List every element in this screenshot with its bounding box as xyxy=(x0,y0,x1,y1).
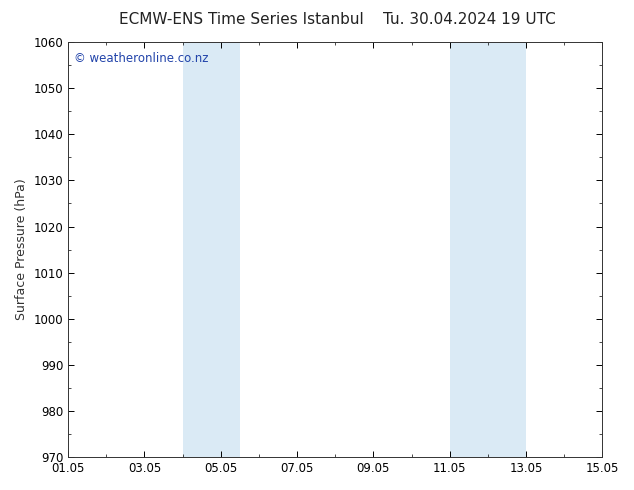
Bar xyxy=(450,42,526,457)
Y-axis label: Surface Pressure (hPa): Surface Pressure (hPa) xyxy=(15,179,28,320)
Text: ECMW-ENS Time Series Istanbul: ECMW-ENS Time Series Istanbul xyxy=(119,12,363,27)
Text: © weatheronline.co.nz: © weatheronline.co.nz xyxy=(74,52,208,66)
Text: Tu. 30.04.2024 19 UTC: Tu. 30.04.2024 19 UTC xyxy=(383,12,555,27)
Bar xyxy=(183,42,240,457)
